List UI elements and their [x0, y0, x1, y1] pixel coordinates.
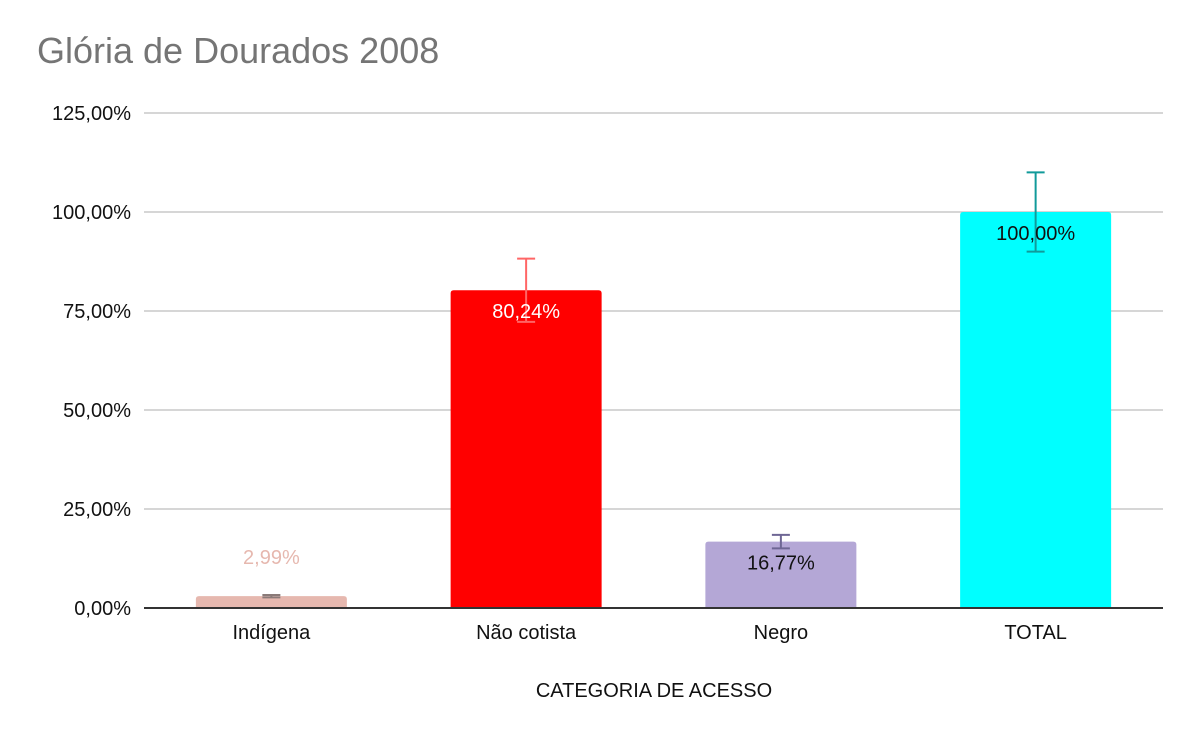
y-tick-label: 25,00%: [63, 499, 131, 521]
y-tick-label: 0,00%: [74, 598, 131, 620]
x-tick-label: Indígena: [232, 622, 311, 644]
data-label: 2,99%: [243, 547, 300, 569]
data-label: 100,00%: [996, 223, 1075, 245]
y-tick-label: 75,00%: [63, 301, 131, 323]
bar: [705, 541, 857, 608]
bar: [450, 290, 602, 608]
x-tick-label: Negro: [754, 622, 808, 644]
x-axis-title: CATEGORIA DE ACESSO: [535, 680, 773, 702]
y-tick-label: 50,00%: [63, 400, 131, 422]
bar: [195, 596, 347, 608]
data-label: 80,24%: [492, 301, 560, 323]
x-tick-label: TOTAL: [1004, 622, 1067, 644]
y-tick-label: 125,00%: [52, 103, 131, 125]
x-tick-label: Não cotista: [476, 622, 577, 644]
chart-title: Glória de Dourados 2008: [37, 30, 440, 71]
y-tick-label: 100,00%: [52, 202, 131, 224]
bar: [960, 212, 1112, 608]
data-label: 16,77%: [747, 553, 815, 575]
